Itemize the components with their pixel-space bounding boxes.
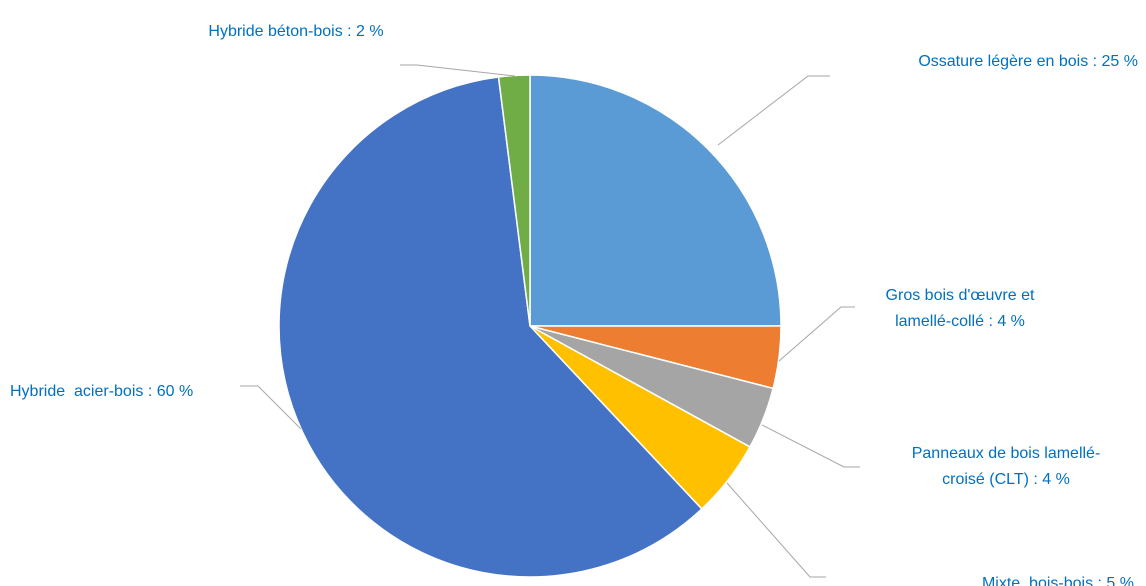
slice-label-line: Ossature légère en bois : 25 %	[918, 53, 1138, 70]
leader-line-6	[400, 64, 516, 77]
leader-line-4	[726, 482, 826, 578]
slice-label-6: Hybride béton-bois : 2 %	[208, 23, 383, 40]
leader-line-1	[717, 75, 830, 146]
slice-label-5: Hybride acier-bois : 60 %	[10, 383, 193, 400]
slice-label-line: lamellé-collé : 4 %	[895, 313, 1025, 330]
pie-slice-5	[278, 76, 703, 578]
slice-label-line: Mixte bois-bois : 5 %	[982, 575, 1134, 586]
slice-label-line: croisé (CLT) : 4 %	[942, 471, 1070, 488]
slice-label-line: Hybride acier-bois : 60 %	[10, 383, 193, 400]
slice-label-1: Ossature légère en bois : 25 %	[918, 53, 1138, 70]
slice-label-3: Panneaux de bois lamellé-croisé (CLT) : …	[912, 445, 1101, 488]
leader-line-3	[761, 424, 860, 468]
slice-labels: Ossature légère en bois : 25 % Gros bois …	[10, 23, 1138, 586]
slice-label-line: Gros bois d'œuvre et	[886, 287, 1035, 304]
slice-label-4: Mixte bois-bois : 5 %	[982, 575, 1134, 586]
pie-slices	[278, 74, 782, 578]
slice-label-line: Hybride béton-bois : 2 %	[208, 23, 383, 40]
pie-slice-1	[529, 74, 782, 327]
slice-label-line: Panneaux de bois lamellé-	[912, 445, 1101, 462]
leader-line-2	[778, 306, 855, 362]
slice-label-2: Gros bois d'œuvre et lamellé-collé : 4 %	[886, 287, 1035, 330]
leader-line-5	[240, 385, 302, 430]
leader-lines	[240, 64, 860, 578]
